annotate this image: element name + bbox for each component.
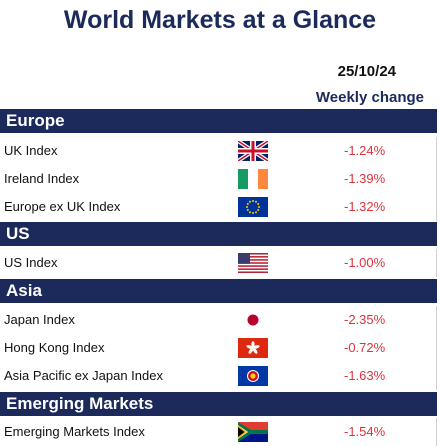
uk-flag-icon: [238, 141, 268, 161]
weekly-change-value: -2.35%: [344, 312, 386, 327]
table-row: Hong Kong Index -0.72%: [0, 334, 437, 362]
row-label: Emerging Markets Index: [4, 424, 145, 439]
section-header-us: US: [0, 222, 437, 246]
weekly-change-value: -1.54%: [344, 424, 386, 439]
table-row: US Index -1.00%: [0, 249, 437, 277]
weekly-change-header: Weekly change: [315, 89, 424, 106]
weekly-change-value: -1.32%: [344, 199, 386, 214]
table-row: Europe ex UK Index -1.32%: [0, 193, 437, 221]
row-label: Europe ex UK Index: [4, 199, 121, 214]
row-label: UK Index: [4, 143, 58, 158]
ireland-flag-icon: [238, 169, 268, 189]
table-row: UK Index -1.24%: [0, 137, 437, 165]
hong-kong-flag-icon: [238, 338, 268, 358]
weekly-change-value: -1.00%: [344, 255, 386, 270]
row-label: Japan Index: [4, 312, 75, 327]
table-row: Asia Pacific ex Japan Index -1.63%: [0, 362, 437, 390]
asean-flag-icon: [238, 366, 268, 386]
report-date: 25/10/24: [337, 63, 396, 80]
japan-flag-icon: [238, 310, 268, 330]
row-label: US Index: [4, 255, 58, 270]
weekly-change-value: -1.63%: [344, 368, 386, 383]
weekly-change-value: -0.72%: [344, 340, 386, 355]
table-row: Ireland Index -1.39%: [0, 165, 437, 193]
row-label: Hong Kong Index: [4, 340, 105, 355]
section-header-emerging-markets: Emerging Markets: [0, 392, 437, 416]
section-header-asia: Asia: [0, 279, 437, 303]
row-label: Ireland Index: [4, 171, 80, 186]
row-label: Asia Pacific ex Japan Index: [4, 368, 163, 383]
table-row: Japan Index -2.35%: [0, 306, 437, 334]
page-title: World Markets at a Glance: [63, 6, 377, 34]
us-flag-icon: [238, 253, 268, 273]
weekly-change-value: -1.39%: [344, 171, 386, 186]
weekly-change-value: -1.24%: [344, 143, 386, 158]
section-header-europe: Europe: [0, 109, 437, 133]
south-africa-flag-icon: [238, 422, 268, 442]
eu-flag-icon: [238, 197, 268, 217]
table-row: Emerging Markets Index -1.54%: [0, 418, 437, 446]
